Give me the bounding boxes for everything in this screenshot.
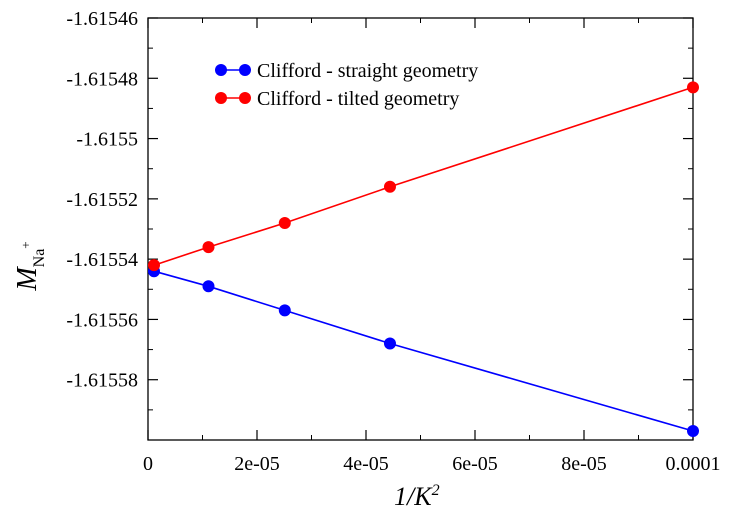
x-tick-label: 0 — [143, 453, 153, 475]
legend-entry-straight: Clifford - straight geometry — [215, 60, 478, 82]
legend-label-tilted: Clifford - tilted geometry — [257, 88, 459, 110]
y-tick-label: -1.61556 — [66, 309, 138, 331]
data-point — [278, 216, 291, 229]
data-point — [147, 259, 160, 272]
y-tick-label: -1.61546 — [66, 8, 138, 30]
series-0 — [147, 265, 699, 437]
x-tick-labels: 0 2e-05 4e-05 6e-05 8e-05 0.0001 — [143, 453, 721, 475]
y-tick-label: -1.6155 — [76, 129, 138, 151]
y-axis-label: MNa+ — [12, 241, 48, 291]
legend-entry-tilted: Clifford - tilted geometry — [215, 88, 459, 110]
data-point — [202, 241, 215, 254]
x-tick-label: 4e-05 — [343, 453, 389, 475]
data-point — [687, 81, 699, 94]
legend-label-straight: Clifford - straight geometry — [257, 60, 478, 82]
x-tick-label: 6e-05 — [452, 453, 498, 475]
legend-marker-straight — [239, 64, 251, 76]
x-tick-label: 8e-05 — [561, 453, 607, 475]
axis-ticks — [147, 17, 694, 440]
data-point — [202, 280, 215, 293]
series-layer — [147, 81, 699, 437]
legend-marker-tilted — [239, 92, 251, 104]
legend-marker-straight — [215, 64, 227, 76]
data-point — [383, 337, 396, 350]
y-tick-labels: -1.61546 -1.61548 -1.6155 -1.61552 -1.61554 -… — [66, 8, 138, 392]
legend-marker-tilted — [215, 92, 227, 104]
y-tick-label: -1.61554 — [66, 249, 138, 271]
x-tick-label: 0.0001 — [666, 453, 721, 475]
data-point — [278, 304, 291, 317]
data-point — [383, 180, 396, 193]
data-point — [687, 424, 699, 437]
y-tick-label: -1.61548 — [66, 68, 138, 90]
series-1 — [147, 81, 699, 272]
series-line — [153, 86, 694, 266]
legend: Clifford - straight geometry Clifford - … — [215, 60, 478, 110]
y-tick-label: -1.61558 — [66, 370, 138, 392]
x-axis-label: 1/K2 — [394, 482, 440, 511]
x-tick-label: 2e-05 — [234, 453, 280, 475]
series-line — [153, 270, 694, 432]
y-tick-label: -1.61552 — [66, 189, 138, 211]
